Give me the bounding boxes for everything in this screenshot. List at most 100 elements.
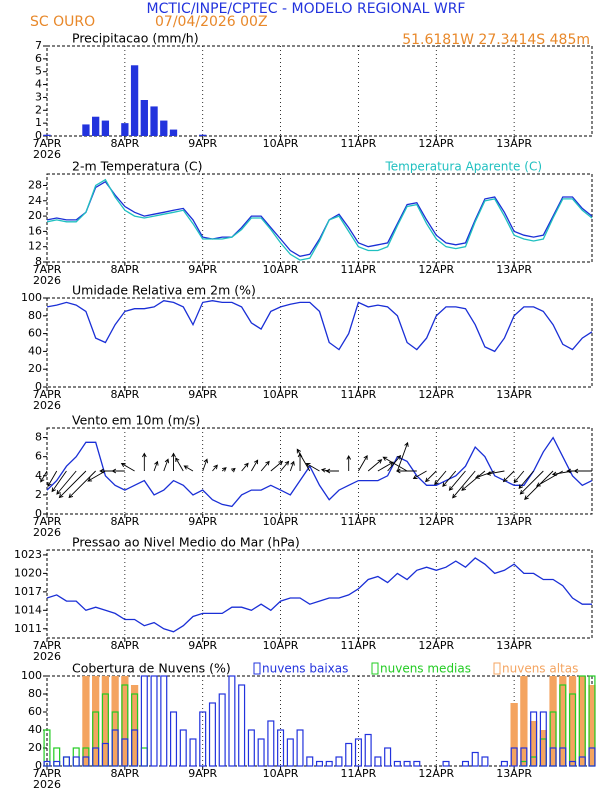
bar	[43, 760, 51, 767]
plot-frame	[46, 45, 593, 137]
x-tick-label: 11APR	[341, 137, 377, 150]
bar	[92, 116, 100, 136]
x-tick-label: 7APR	[33, 767, 62, 780]
wind-arrow	[395, 468, 417, 474]
x-tick-label: 11APR	[341, 639, 377, 652]
panel-title: Vento em 10m (m/s)	[72, 413, 200, 428]
bar	[559, 747, 567, 767]
bar	[101, 120, 110, 136]
location: 51.6181W 27.3414S 485m	[402, 32, 590, 48]
wind-arrow	[163, 458, 170, 472]
x-tick-label: 10APR	[263, 263, 299, 276]
x-tick-label: 10APR	[263, 388, 299, 401]
bar	[393, 760, 401, 767]
y-tick-label: 8	[35, 431, 42, 444]
x-tick-label: 8APR	[110, 137, 139, 150]
x-year-label: 2026	[33, 148, 61, 161]
x-tick-label: 10APR	[263, 767, 299, 780]
x-tick-label: 9APR	[188, 388, 217, 401]
bar	[364, 733, 372, 767]
bar	[140, 747, 148, 767]
bar	[179, 729, 187, 767]
y-tick-label: 0	[35, 507, 42, 520]
wind-arrow	[260, 460, 270, 472]
wind-arrow	[573, 468, 592, 474]
bar	[82, 676, 90, 766]
wind-arrow	[51, 470, 67, 493]
wind-arrow	[425, 470, 437, 483]
x-tick-label: 8APR	[110, 388, 139, 401]
x-tick-label: 11APR	[341, 767, 377, 780]
bar	[510, 747, 518, 767]
bar	[228, 675, 236, 767]
bar	[53, 760, 61, 767]
bar	[296, 729, 304, 767]
bar	[442, 760, 450, 767]
y-tick-label: 60	[28, 705, 42, 718]
bar	[140, 100, 148, 136]
bar	[92, 747, 100, 767]
wind-arrow	[142, 452, 147, 471]
x-tick-label: 7APR	[33, 639, 62, 652]
line	[46, 557, 592, 633]
wind-arrow	[412, 470, 427, 479]
wind-arrow	[325, 468, 339, 474]
x-tick-label: 7APR	[33, 515, 62, 528]
x-tick-label: 10APR	[263, 515, 299, 528]
x-tick-label: 8APR	[110, 263, 139, 276]
panel-title: 2-m Temperatura (C)	[72, 159, 203, 174]
wind-arrow	[502, 470, 515, 483]
bar	[199, 134, 207, 136]
bar	[520, 676, 528, 766]
bar	[160, 675, 168, 767]
bar	[130, 685, 139, 766]
bar	[267, 720, 275, 767]
bar	[92, 676, 100, 766]
bar	[578, 756, 586, 767]
wind-arrow	[448, 470, 466, 491]
bar	[169, 129, 178, 136]
run-time: 07/04/2026 00Z	[155, 14, 268, 30]
bar	[354, 738, 362, 767]
y-tick-label: 1023	[14, 548, 42, 561]
y-tick-label: 3	[35, 90, 42, 103]
y-tick-label: 12	[28, 240, 42, 253]
x-tick-label: 13APR	[496, 137, 532, 150]
bar	[208, 702, 216, 767]
bar	[277, 729, 285, 767]
bar	[345, 742, 353, 767]
bar	[160, 120, 168, 136]
wind-arrow	[442, 470, 457, 488]
x-tick-label: 9APR	[188, 639, 217, 652]
wind-arrow	[212, 464, 218, 472]
wind-arrow	[250, 459, 259, 472]
y-tick-label: 1020	[14, 566, 42, 579]
bar	[82, 124, 90, 136]
x-year-label: 2026	[33, 650, 61, 663]
bar	[53, 747, 61, 767]
bar	[62, 756, 70, 767]
panel-title: Pressao ao Nivel Medio do Mar (hPa)	[72, 535, 300, 550]
bar	[218, 693, 226, 767]
wind-arrow	[120, 463, 135, 472]
wind-arrow	[551, 470, 573, 477]
y-tick-label: 1014	[14, 603, 42, 616]
bar	[111, 676, 119, 766]
y-tick-label: 2	[35, 488, 42, 501]
wind-arrow	[358, 455, 368, 472]
y-tick-label: 6	[35, 52, 42, 65]
x-tick-label: 9APR	[188, 137, 217, 150]
wind-arrow	[56, 470, 77, 495]
bar	[140, 675, 148, 767]
x-tick-label: 7APR	[33, 263, 62, 276]
x-tick-label: 7APR	[33, 388, 62, 401]
y-tick-label: 0	[35, 380, 42, 393]
wind-arrow	[346, 455, 352, 471]
bar	[315, 760, 324, 767]
wind-arrow	[68, 470, 96, 499]
wind-arrow	[377, 461, 394, 472]
wind-arrow	[58, 470, 87, 499]
bar	[471, 751, 479, 767]
bar	[530, 711, 538, 767]
